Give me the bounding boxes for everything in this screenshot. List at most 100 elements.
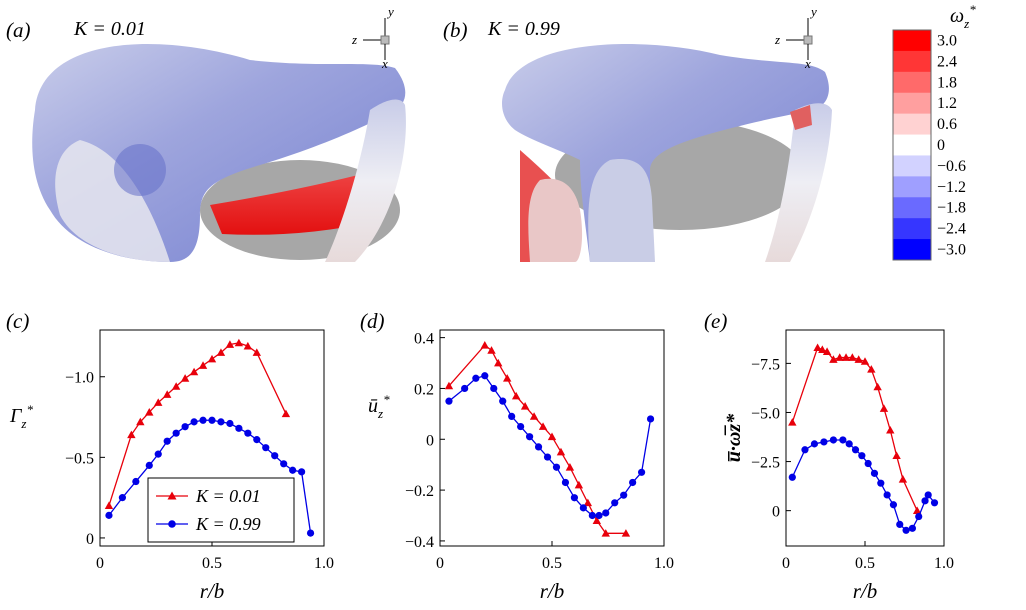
- point-0-1-21: [306, 529, 315, 537]
- xlabel-0: r/b: [200, 579, 225, 603]
- legend-label-1: K = 0.99: [195, 514, 261, 534]
- ytick-label-1-0: −0.4: [405, 534, 434, 551]
- series-line-2-0: [791, 346, 918, 511]
- point-1-0-1: [480, 341, 489, 349]
- colorbar-block-3: [893, 92, 931, 115]
- point-1-1-22: [646, 415, 655, 423]
- point-0-0-0: [104, 501, 114, 510]
- point-0-0-9: [198, 361, 208, 369]
- ytick-label-1-1: −0.2: [405, 483, 434, 500]
- point-2-0-11: [873, 382, 882, 391]
- triad-a-y: y: [386, 4, 394, 19]
- colorbar-title: ωz*: [950, 2, 976, 31]
- point-2-0-4: [829, 355, 838, 363]
- point-2-0-3: [822, 347, 832, 355]
- point-2-0-16: [912, 506, 922, 515]
- chart-1: (d) 0 0.5 1.0 r/b −0.4 −0.2 0 0.2 0.4 ūz*: [360, 309, 674, 603]
- point-2-1-11: [877, 479, 885, 487]
- point-2-1-3: [820, 438, 828, 446]
- point-2-0-12: [879, 404, 889, 412]
- line-charts: (c) 0 0.5 1.0 r/b 0 −0.5 −1.0 Γz* (d) 0 0.5 1.0 r/b −0…: [6, 309, 954, 603]
- point-0-1-7: [181, 423, 189, 431]
- point-1-1-6: [508, 412, 516, 420]
- colorbar-tick-8: −1.8: [937, 200, 966, 217]
- colorbar-block-1: [893, 50, 931, 73]
- colorbar-block-5: [893, 134, 931, 156]
- point-0-1-0: [105, 511, 113, 519]
- point-0-0-14: [243, 341, 253, 350]
- point-2-1-8: [858, 452, 866, 460]
- point-0-1-20: [298, 468, 306, 476]
- xtick-label-2-1: 0.5: [855, 555, 875, 572]
- point-2-1-18: [921, 497, 929, 505]
- ylabel-2: u̅·ω̅z*: [723, 413, 745, 462]
- point-2-1-14: [896, 520, 904, 528]
- point-1-1-8: [526, 433, 534, 441]
- triad-a-x: x: [381, 56, 388, 71]
- legend-box: [147, 477, 295, 543]
- point-1-1-1: [461, 384, 469, 393]
- point-0-0-12: [225, 340, 235, 348]
- xlabel-1: r/b: [540, 579, 565, 603]
- point-2-1-5: [839, 436, 847, 444]
- point-0-1-18: [280, 460, 288, 468]
- point-0-1-6: [172, 429, 180, 437]
- point-1-1-21: [638, 468, 646, 476]
- point-0-1-12: [226, 419, 234, 428]
- chart-0: (c) 0 0.5 1.0 r/b 0 −0.5 −1.0 Γz*: [6, 309, 334, 603]
- point-1-0-7: [529, 412, 539, 420]
- point-0-0-3: [145, 408, 154, 416]
- point-0-1-10: [208, 416, 216, 424]
- colorbar-tick-3: 1.2: [937, 95, 957, 112]
- point-1-1-0: [445, 397, 453, 405]
- point-2-0-13: [886, 425, 895, 434]
- colorbar-block-9: [893, 218, 931, 240]
- colorbar-block-7: [893, 176, 931, 198]
- triad-a-z: z: [351, 32, 357, 47]
- legend-label-0: K = 0.01: [195, 486, 261, 506]
- point-0-0-5: [163, 390, 172, 398]
- ytick-label-0-1: −0.5: [65, 450, 94, 467]
- point-2-1-12: [883, 491, 891, 499]
- point-0-0-1: [127, 430, 136, 439]
- panel-label-1: (d): [360, 309, 385, 333]
- colorbar-tick-1: 2.4: [937, 53, 957, 70]
- point-1-1-13: [570, 494, 579, 502]
- xtick-label-2-2: 1.0: [934, 555, 954, 572]
- point-2-0-15: [898, 475, 908, 483]
- point-0-0-15: [252, 348, 261, 356]
- ytick-label-0-0: 0: [86, 531, 94, 548]
- point-2-1-9: [864, 459, 872, 468]
- colorbar-tick-10: −3.0: [937, 242, 966, 259]
- point-0-0-16: [281, 409, 291, 418]
- point-1-1-15: [588, 511, 596, 520]
- colorbar-tick-6: −0.6: [937, 158, 966, 175]
- ytick-label-2-1: −2.5: [751, 455, 780, 472]
- point-0-1-13: [235, 424, 243, 432]
- point-0-0-2: [136, 417, 145, 426]
- xtick-label-1-1: 0.5: [542, 555, 562, 572]
- point-0-0-8: [189, 367, 199, 376]
- point-0-1-17: [271, 452, 279, 460]
- point-0-1-9: [199, 416, 207, 424]
- point-1-1-7: [517, 422, 525, 431]
- colorbar-tick-2: 1.8: [937, 74, 957, 91]
- colorbar-frame: [892, 29, 932, 261]
- vortex-leg-a: [325, 99, 406, 262]
- point-0-0-6: [171, 382, 181, 390]
- point-0-1-1: [118, 494, 126, 502]
- point-1-1-3: [481, 372, 489, 380]
- point-2-0-0: [788, 418, 797, 426]
- point-1-1-12: [561, 478, 570, 487]
- panel-label-a: (a): [6, 18, 31, 42]
- legend: K = 0.01 K = 0.99: [147, 477, 295, 543]
- point-2-0-8: [854, 355, 863, 363]
- ytick-label-1-3: 0.2: [414, 381, 434, 398]
- point-1-0-8: [538, 422, 548, 430]
- point-0-1-19: [289, 466, 297, 474]
- series-line-0-1: [108, 419, 312, 534]
- panel-label-2: (e): [704, 309, 727, 333]
- colorbar-block-8: [893, 197, 931, 219]
- point-2-1-0: [788, 473, 796, 481]
- point-0-0-4: [154, 398, 163, 406]
